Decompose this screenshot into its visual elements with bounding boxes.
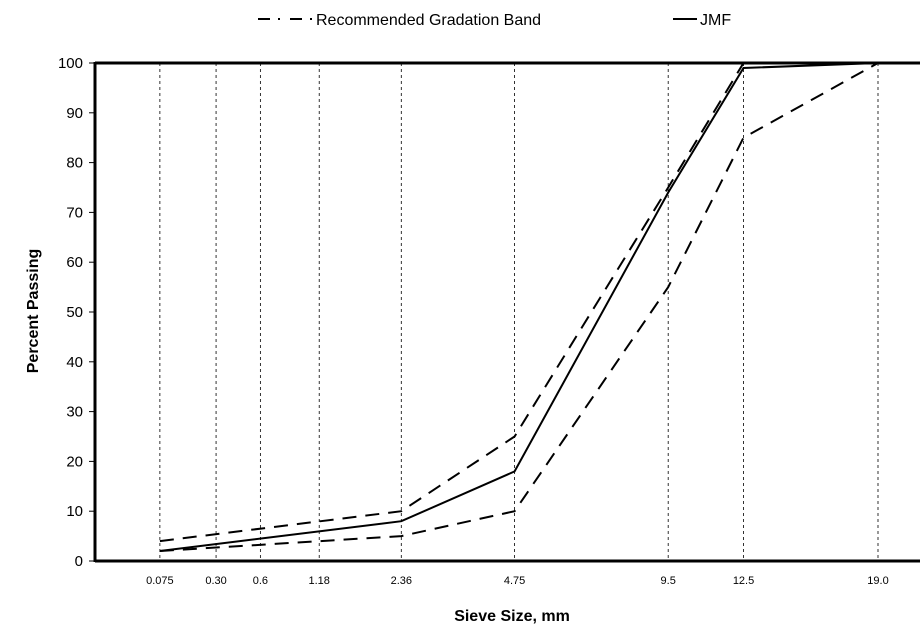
y-tick-label-60: 60 [66, 254, 83, 271]
y-tick-label-20: 20 [66, 453, 83, 470]
y-tick-labels: 0 10 20 30 40 50 60 70 80 90 100 [58, 55, 83, 570]
legend-label-gradation-band: Recommended Gradation Band [316, 12, 541, 29]
x-tick-label-2: 0.6 [253, 575, 268, 587]
y-tick-label-30: 30 [66, 404, 83, 421]
x-tick-label-8: 19.0 [867, 575, 888, 587]
x-tick-label-3: 1.18 [309, 575, 330, 587]
x-tick-label-1: 0.30 [205, 575, 226, 587]
x-axis-title: Sieve Size, mm [454, 608, 570, 625]
y-tick-label-70: 70 [66, 204, 83, 221]
y-tick-label-50: 50 [66, 304, 83, 321]
y-axis-title: Percent Passing [25, 249, 42, 374]
y-tick-label-90: 90 [66, 105, 83, 122]
x-gridlines [159, 63, 879, 561]
axes [89, 61, 920, 563]
y-tick-label-10: 10 [66, 503, 83, 520]
x-tick-label-4: 2.36 [391, 575, 412, 587]
x-tick-label-0: 0.075 [146, 575, 174, 587]
y-tick-label-100: 100 [58, 55, 83, 72]
y-tick-label-40: 40 [66, 354, 83, 371]
series-line-band-0 [159, 62, 878, 543]
x-tick-label-5: 4.75 [504, 575, 525, 587]
x-tick-labels: 0.075 0.30 0.6 1.18 2.36 4.75 9.5 12.5 19.0 [146, 575, 889, 587]
legend: Recommended Gradation Band JMF [258, 12, 731, 29]
y-tick-label-0: 0 [75, 553, 83, 570]
series-line-jmf [159, 62, 879, 552]
x-tick-label-6: 9.5 [661, 575, 676, 587]
legend-label-jmf: JMF [700, 12, 731, 29]
series-lines [159, 62, 879, 552]
y-tick-label-80: 80 [66, 155, 83, 172]
series-line-band-1 [159, 62, 879, 552]
x-tick-label-7: 12.5 [733, 575, 754, 587]
